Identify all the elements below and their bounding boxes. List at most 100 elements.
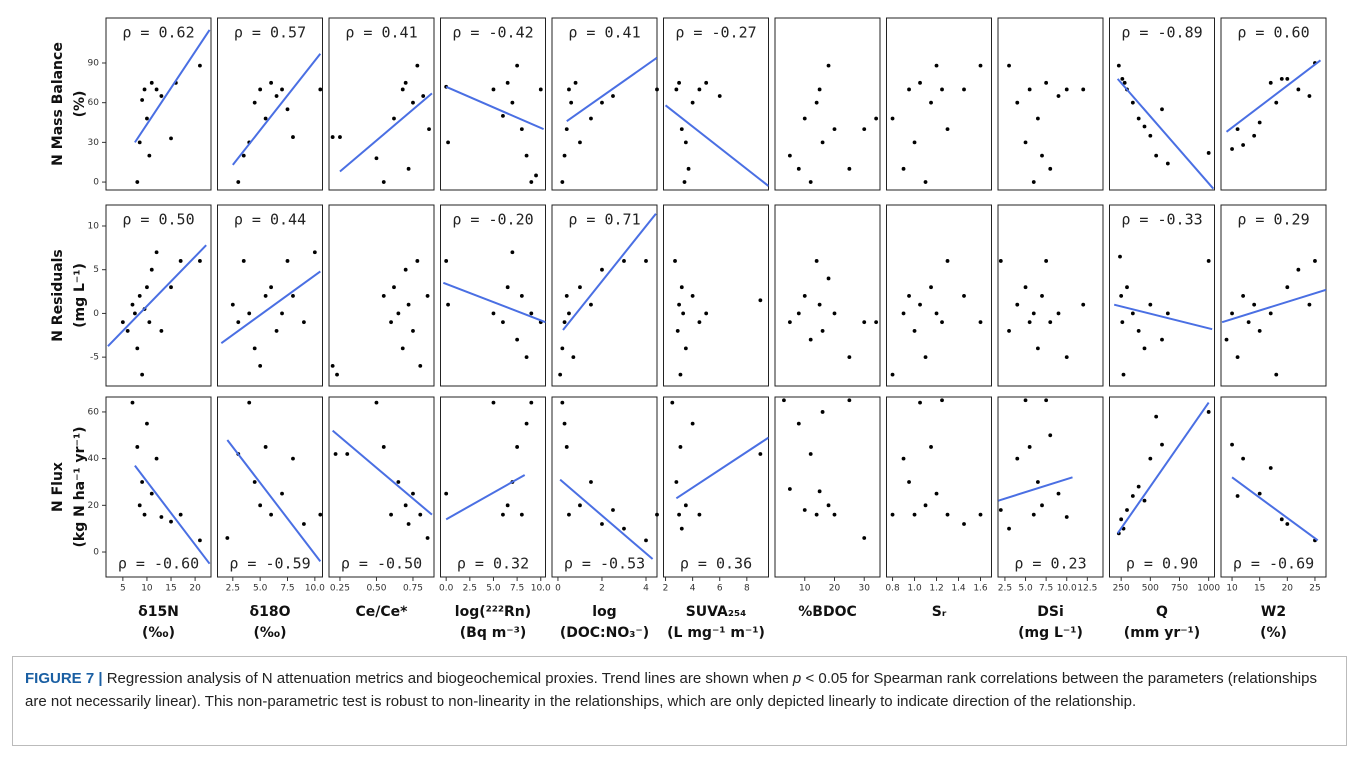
data-point: [169, 285, 173, 290]
data-point: [1274, 100, 1279, 105]
data-point: [912, 512, 917, 517]
data-point: [198, 259, 202, 263]
data-point: [622, 526, 626, 531]
data-point: [1224, 337, 1229, 342]
data-point: [529, 311, 534, 316]
data-point: [169, 519, 173, 524]
data-point: [140, 372, 145, 377]
trend-line: [134, 29, 211, 143]
data-point: [418, 363, 423, 368]
x-tick-label: 20: [829, 584, 841, 594]
data-point: [1119, 294, 1124, 298]
data-point: [1279, 517, 1284, 522]
y-tick-label: 90: [88, 58, 100, 68]
data-point: [826, 63, 831, 68]
data-point: [529, 400, 534, 405]
data-point: [225, 536, 230, 540]
data-point: [392, 285, 396, 290]
panel-frame: [663, 17, 769, 191]
data-point: [874, 320, 879, 325]
panel-frame: [551, 17, 658, 191]
data-point: [945, 259, 950, 263]
data-point: [670, 400, 675, 405]
data-point: [159, 515, 164, 519]
x-axis-label: (%): [1260, 625, 1287, 641]
data-point: [280, 311, 284, 316]
data-point: [135, 445, 140, 449]
x-tick-label: 4: [690, 584, 696, 594]
y-axis-label: N Mass Balance: [50, 42, 66, 166]
data-point: [934, 311, 939, 316]
correlation-label: ρ = -0.60: [118, 555, 199, 573]
data-point: [1064, 87, 1069, 92]
data-point: [147, 153, 152, 158]
data-point: [611, 508, 615, 512]
data-point: [312, 250, 317, 255]
data-point: [674, 480, 679, 484]
data-point: [145, 285, 149, 290]
data-point: [1064, 515, 1069, 519]
data-point: [1257, 329, 1262, 333]
data-point: [1136, 329, 1141, 333]
data-point: [934, 491, 939, 496]
data-point: [901, 166, 906, 171]
data-point: [280, 87, 284, 92]
panel-frame: [105, 204, 212, 387]
x-tick-label: 2.5: [998, 584, 1012, 594]
data-point: [690, 100, 695, 105]
data-point: [814, 259, 819, 263]
panel-frame: [105, 396, 212, 578]
data-point: [1136, 484, 1141, 489]
correlation-label: ρ = 0.29: [1237, 211, 1309, 229]
data-point: [817, 302, 822, 307]
data-point: [1007, 526, 1011, 531]
data-point: [1206, 151, 1211, 155]
data-point: [820, 410, 825, 414]
trend-line: [1221, 288, 1326, 324]
x-tick-label: 2: [599, 584, 605, 594]
trend-line: [220, 270, 321, 344]
data-point: [578, 140, 582, 145]
data-point: [589, 116, 593, 121]
x-axis-label: Ce/Ce*: [356, 604, 409, 620]
data-point: [808, 452, 813, 456]
data-point: [826, 503, 831, 508]
data-point: [130, 302, 135, 307]
data-point: [1154, 153, 1159, 158]
data-point: [263, 445, 268, 449]
data-point: [1160, 107, 1164, 112]
data-point: [562, 320, 567, 325]
panel-frame: [440, 396, 546, 578]
panel-frame: [1109, 204, 1215, 387]
data-point: [907, 480, 911, 484]
data-point: [814, 100, 819, 105]
x-axis-label: (‰): [142, 625, 175, 641]
panel-frame: [1109, 17, 1215, 191]
correlation-label: ρ = 0.60: [1237, 24, 1309, 42]
data-point: [940, 398, 944, 403]
data-point: [1007, 329, 1011, 333]
panel-frame: [997, 204, 1104, 387]
data-point: [396, 480, 401, 484]
data-point: [1230, 147, 1234, 151]
data-point: [923, 180, 928, 184]
data-point: [274, 329, 279, 333]
data-point: [817, 87, 822, 92]
data-point: [280, 491, 284, 496]
data-point: [600, 267, 604, 272]
data-point: [140, 480, 145, 484]
data-point: [1235, 355, 1240, 360]
data-point: [697, 512, 702, 517]
data-point: [832, 127, 837, 132]
trend-line: [559, 478, 654, 560]
data-point: [154, 250, 159, 255]
data-point: [247, 311, 252, 316]
data-point: [396, 311, 401, 316]
data-point: [998, 508, 1003, 512]
data-point: [644, 538, 648, 543]
data-point: [381, 180, 386, 184]
data-point: [912, 140, 917, 145]
caption: FIGURE 7 | Regression analysis of N atte…: [12, 656, 1347, 746]
data-point: [1027, 87, 1032, 92]
data-point: [683, 503, 688, 508]
